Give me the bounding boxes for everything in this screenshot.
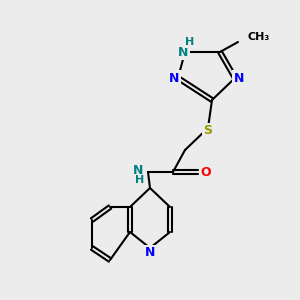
Text: H: H bbox=[185, 37, 195, 47]
Text: CH₃: CH₃ bbox=[248, 32, 270, 42]
Text: N: N bbox=[145, 247, 155, 260]
Text: N: N bbox=[234, 71, 244, 85]
Text: O: O bbox=[201, 166, 211, 178]
Text: N: N bbox=[133, 164, 143, 176]
Text: S: S bbox=[203, 124, 212, 137]
Text: H: H bbox=[135, 175, 144, 185]
Text: N: N bbox=[178, 46, 188, 59]
Text: N: N bbox=[169, 71, 179, 85]
